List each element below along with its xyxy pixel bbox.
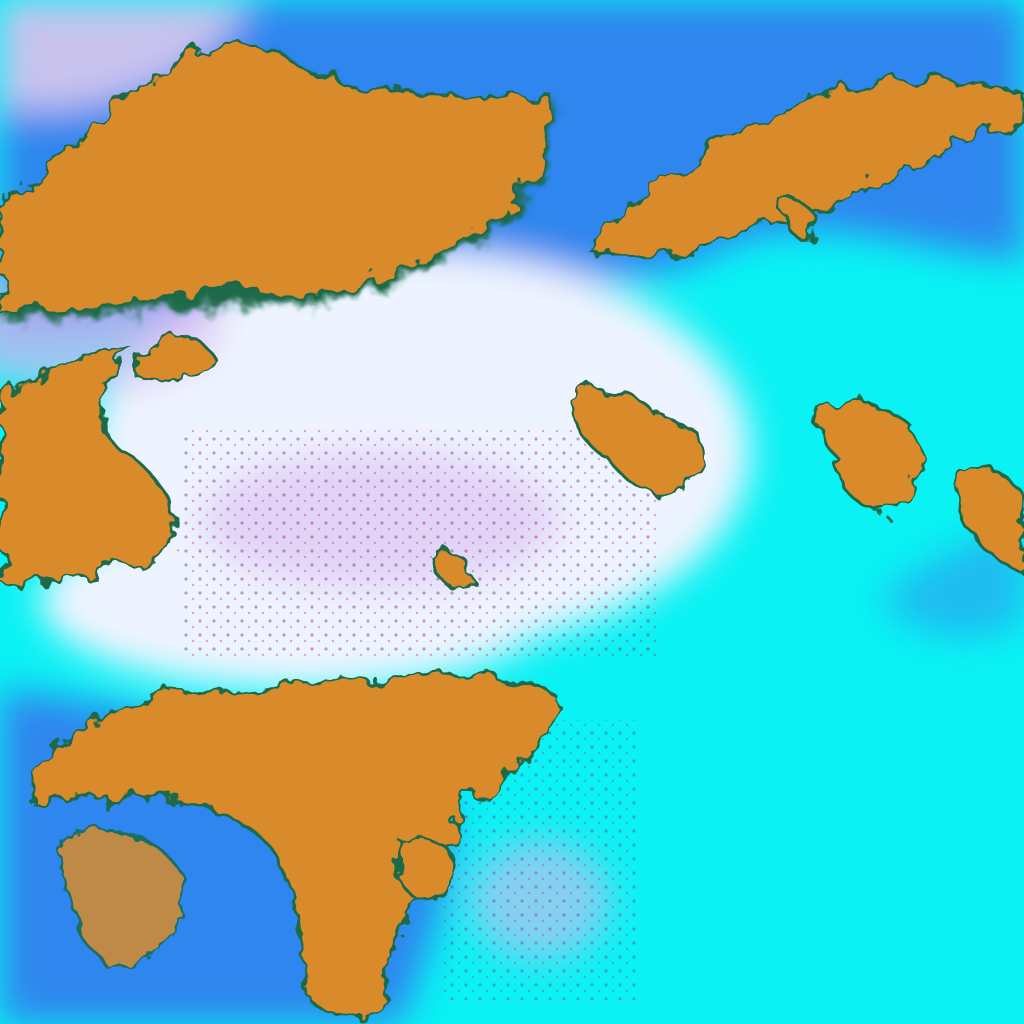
land-far-east bbox=[955, 465, 1024, 577]
land-islet bbox=[778, 197, 818, 241]
land-northeast-strip bbox=[587, 78, 1024, 259]
land-central-islands bbox=[568, 388, 706, 492]
land-masses bbox=[0, 41, 1024, 1019]
land-east-island bbox=[817, 401, 922, 517]
land-west-cape bbox=[138, 336, 217, 384]
land-south-west bbox=[58, 828, 187, 972]
land-islet bbox=[428, 549, 472, 585]
land-south-island bbox=[398, 835, 458, 901]
cloud-speckle bbox=[180, 430, 660, 660]
land-north bbox=[0, 41, 552, 317]
land-west bbox=[0, 343, 176, 587]
